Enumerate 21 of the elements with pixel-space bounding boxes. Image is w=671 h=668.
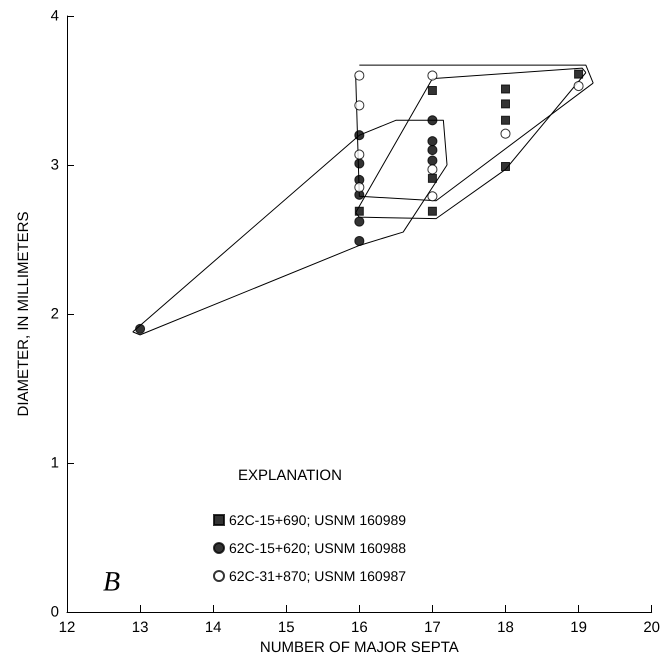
x-tick-label: 13: [132, 619, 148, 636]
x-tick-label: 14: [204, 619, 222, 636]
x-tick-label: 19: [570, 619, 587, 636]
x-tick-label: 20: [643, 619, 660, 636]
y-axis-title: DIAMETER, IN MILLIMETERS: [15, 211, 32, 417]
y-tick-label: 2: [50, 306, 59, 322]
legend-label: 62C-15+620; USNM 160988: [229, 540, 406, 556]
x-tick-label: 18: [497, 619, 514, 636]
annotation: B: [103, 566, 120, 598]
y-tick-label: 1: [50, 454, 59, 472]
x-axis-title: NUMBER OF MAJOR SEPTA: [260, 639, 459, 656]
y-tick-label: 0: [50, 604, 59, 620]
legend-label: 62C-31+870; USNM 160987: [229, 568, 406, 584]
x-tick-label: 12: [58, 619, 76, 636]
legend-label: 62C-15+690; USNM 160989: [229, 512, 406, 528]
x-tick-label: 16: [350, 619, 368, 636]
y-tick-label: 3: [50, 156, 59, 174]
legend-title: EXPLANATION: [238, 467, 342, 484]
x-tick-label: 15: [278, 619, 295, 636]
x-tick-label: 17: [424, 619, 441, 636]
y-tick-label: 4: [50, 8, 59, 24]
